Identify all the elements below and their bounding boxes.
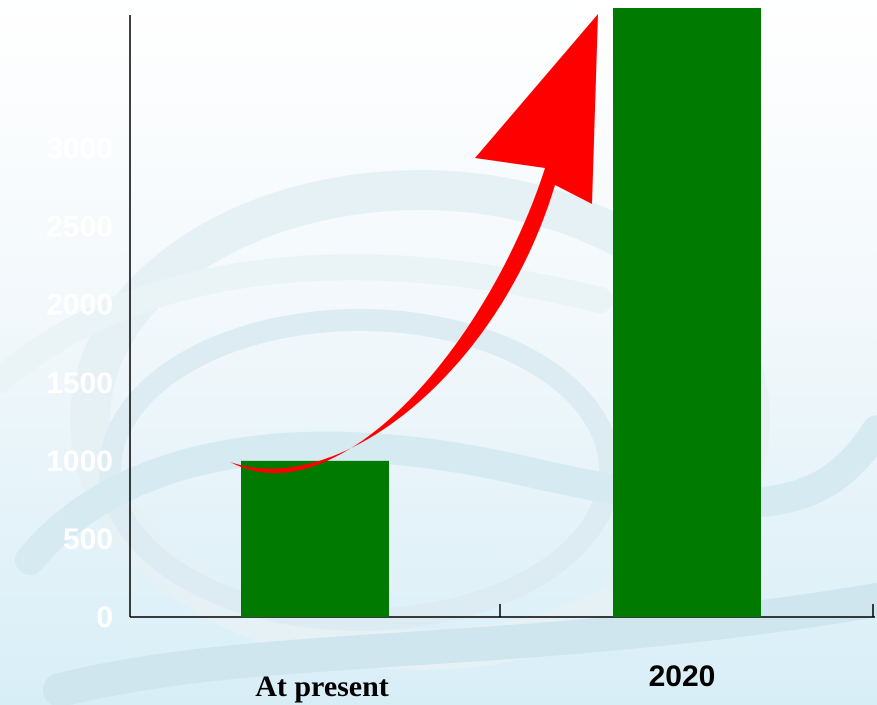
y-tick-label-2500: 2500 bbox=[46, 211, 113, 244]
y-tick-labels: 0 500 1000 1500 2000 2500 3000 bbox=[46, 133, 113, 634]
y-tick-label-1000: 1000 bbox=[46, 445, 113, 478]
bar-2 bbox=[613, 8, 761, 617]
category-label-1: At present bbox=[255, 670, 389, 703]
category-labels: At present 2020 bbox=[255, 660, 715, 703]
bars bbox=[241, 8, 761, 617]
growth-arrow bbox=[230, 14, 598, 474]
category-label-2: 2020 bbox=[649, 660, 716, 693]
y-tick-label-1500: 1500 bbox=[46, 367, 113, 400]
y-tick-label-500: 500 bbox=[63, 523, 113, 556]
y-tick-label-0: 0 bbox=[96, 601, 113, 634]
y-tick-label-3000: 3000 bbox=[46, 133, 113, 166]
bar-1 bbox=[241, 460, 389, 617]
y-tick-label-2000: 2000 bbox=[46, 289, 113, 322]
